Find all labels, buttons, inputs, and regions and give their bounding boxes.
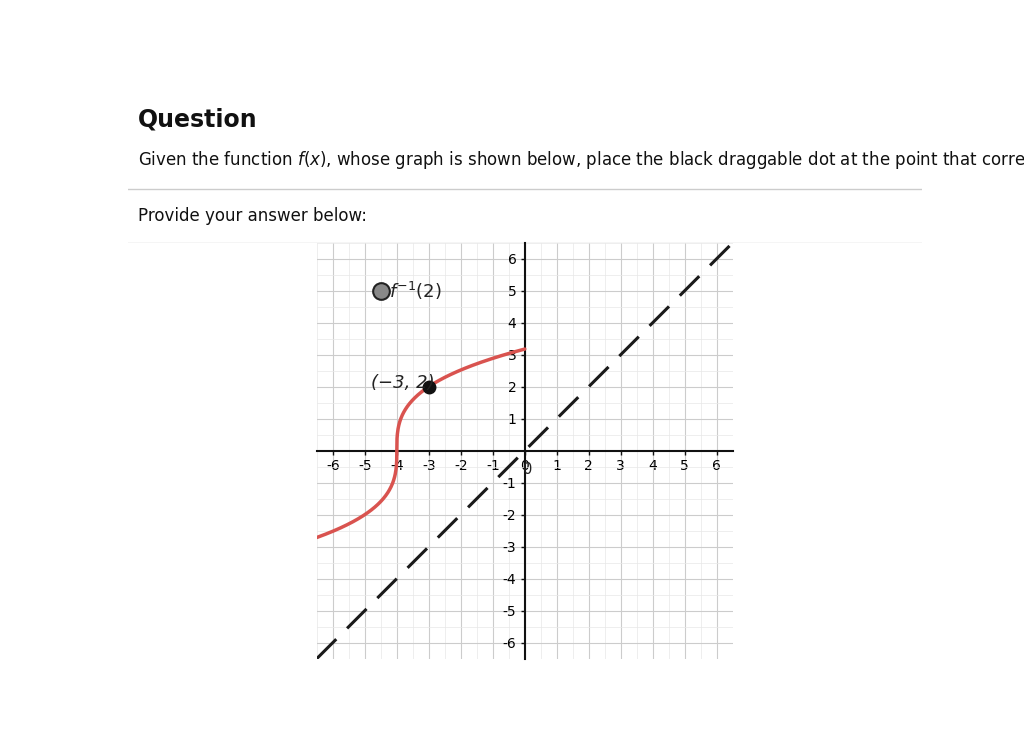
Text: 0: 0 xyxy=(522,462,532,477)
Text: $f^{-1}(2)$: $f^{-1}(2)$ xyxy=(389,280,441,302)
Text: (−3, 2): (−3, 2) xyxy=(372,374,435,392)
Text: Provide your answer below:: Provide your answer below: xyxy=(137,206,367,225)
Text: Given the function $f(x)$, whose graph is shown below, place the black draggable: Given the function $f(x)$, whose graph i… xyxy=(137,148,1024,172)
Text: Question: Question xyxy=(137,107,257,131)
